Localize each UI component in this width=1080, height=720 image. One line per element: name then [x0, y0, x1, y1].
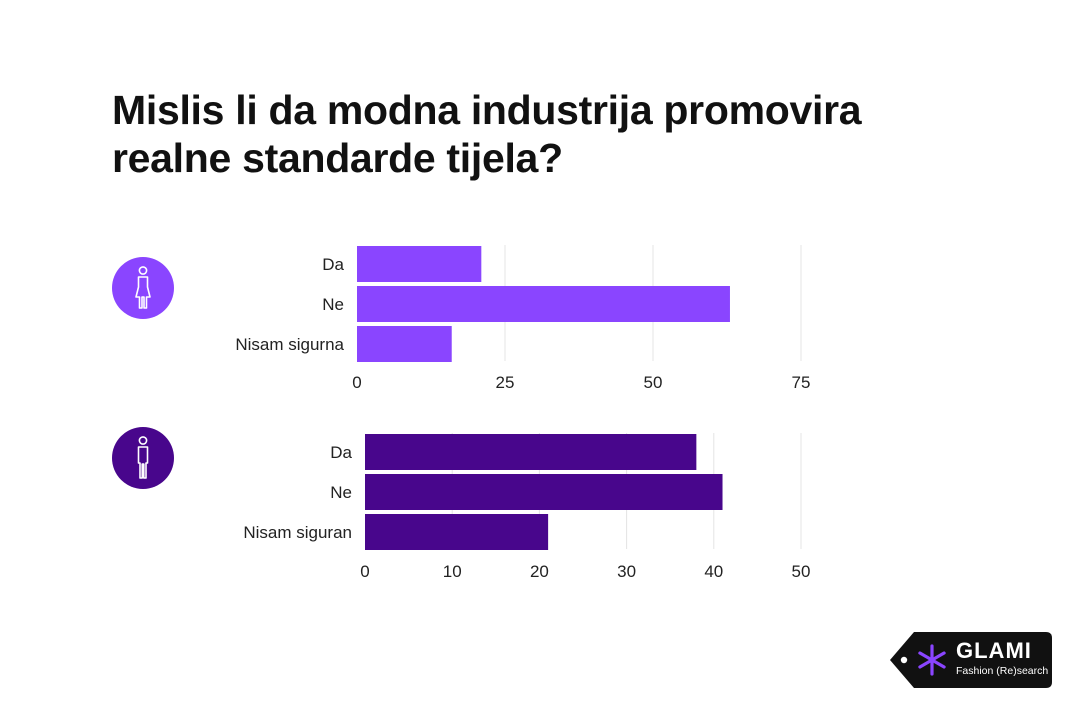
tick-label: 20	[530, 562, 549, 581]
tick-label: 10	[443, 562, 462, 581]
chart-female: Da Ne Nisam sigurna 0 25 50 75	[235, 245, 810, 392]
bar-female-2	[357, 326, 452, 362]
category-label: Ne	[330, 483, 352, 502]
tick-label: 40	[704, 562, 723, 581]
bar-male-0	[365, 434, 697, 470]
male-avatar	[112, 427, 174, 489]
category-label: Nisam sigurna	[235, 335, 344, 354]
tick-label: 0	[360, 562, 369, 581]
bar-female-0	[357, 246, 482, 282]
logo-wordmark: GLAMI	[956, 638, 1032, 663]
tick-label: 75	[792, 373, 811, 392]
bar-male-2	[365, 514, 549, 550]
chart-title-line-1: Mislis li da modna industrija promovira	[112, 87, 862, 133]
chart-title: Mislis li da modna industrija promovira …	[112, 86, 912, 182]
chart-title-line-2: realne standarde tijela?	[112, 135, 563, 181]
tick-label: 30	[617, 562, 636, 581]
chart-male: Da Ne Nisam siguran 0 10 20 30 40 50	[243, 433, 810, 581]
male-person-icon	[112, 427, 174, 489]
tick-label: 50	[792, 562, 811, 581]
asterisk-icon	[918, 644, 946, 676]
category-label: Da	[322, 255, 344, 274]
bar-male-1	[365, 474, 723, 510]
tick-label: 25	[496, 373, 515, 392]
category-label: Ne	[322, 295, 344, 314]
tick-label: 50	[644, 373, 663, 392]
female-avatar	[112, 257, 174, 319]
glami-logo	[890, 632, 1052, 688]
tick-label: 0	[352, 373, 361, 392]
category-label: Nisam siguran	[243, 523, 352, 542]
category-label: Da	[330, 443, 352, 462]
bar-female-1	[357, 286, 730, 322]
female-person-icon	[112, 257, 174, 319]
logo-tagline: Fashion (Re)search	[956, 665, 1049, 677]
